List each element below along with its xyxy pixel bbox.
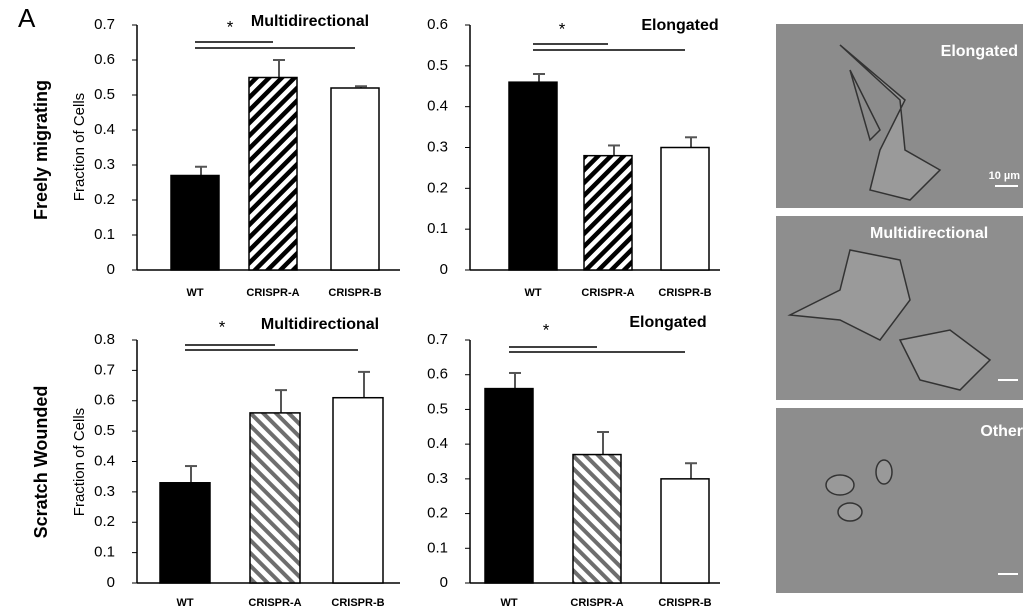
cell	[838, 503, 862, 521]
y-tick-label: 0.3	[427, 470, 448, 487]
y-tick-label: 0.6	[427, 366, 448, 383]
bar	[250, 413, 300, 583]
figure: A Freely migrating Scratch Wounded Elong…	[0, 0, 1023, 613]
bar	[485, 389, 533, 583]
y-tick-label: 0.5	[427, 57, 448, 74]
y-axis-label: Fraction of Cells	[71, 93, 88, 201]
bar	[249, 78, 297, 271]
row-label: Freely migrating	[31, 80, 51, 220]
x-tick-label: CRISPR-A	[570, 597, 623, 609]
significance: *	[219, 317, 226, 336]
y-tick-label: 0.2	[427, 179, 448, 196]
y-tick-label: 0	[107, 261, 115, 278]
bar	[333, 398, 383, 583]
y-tick-label: 0.2	[427, 505, 448, 522]
y-tick-label: 0.7	[94, 16, 115, 33]
y-axis-label: Fraction of Cells	[71, 408, 88, 516]
chart-title: Elongated	[641, 17, 718, 34]
chart-title: Multidirectional	[251, 13, 369, 30]
y-tick-label: 0.4	[427, 98, 448, 115]
y-tick-label: 0.1	[94, 544, 115, 561]
x-tick-label: CRISPR-B	[658, 287, 711, 299]
chart-title: Multidirectional	[261, 316, 379, 333]
y-tick-label: 0.7	[427, 331, 448, 348]
y-tick-label: 0.6	[427, 16, 448, 33]
x-tick-label: WT	[500, 597, 517, 609]
x-tick-label: WT	[524, 287, 541, 299]
y-tick-label: 0.1	[94, 226, 115, 243]
micrographs: Elongated 10 µm Multidirectional Other	[776, 24, 1023, 593]
bar	[171, 176, 219, 271]
y-tick-label: 0.1	[427, 220, 448, 237]
y-tick-label: 0.2	[94, 513, 115, 530]
bar	[331, 88, 379, 270]
bar	[509, 82, 557, 270]
y-tick-label: 0.3	[94, 156, 115, 173]
y-tick-label: 0.3	[94, 483, 115, 500]
bar	[160, 483, 210, 583]
bar	[584, 156, 632, 270]
cell	[876, 460, 892, 484]
x-tick-label: WT	[186, 287, 203, 299]
image-label: Other	[980, 423, 1023, 440]
x-tick-label: CRISPR-B	[331, 597, 384, 609]
bar	[661, 148, 709, 271]
y-tick-label: 0.2	[94, 191, 115, 208]
y-tick-label: 0.1	[427, 539, 448, 556]
y-tick-label: 0.4	[94, 452, 115, 469]
bar	[661, 479, 709, 583]
panel-label: A	[18, 3, 36, 33]
significance: *	[543, 320, 550, 339]
y-tick-label: 0.8	[94, 331, 115, 348]
image-label: Multidirectional	[870, 225, 988, 242]
y-tick-label: 0.5	[94, 422, 115, 439]
y-tick-label: 0	[107, 574, 115, 591]
x-tick-label: CRISPR-A	[581, 287, 634, 299]
y-tick-label: 0.7	[94, 361, 115, 378]
chart-title: Elongated	[629, 314, 706, 331]
cell	[826, 475, 854, 495]
y-tick-label: 0	[440, 261, 448, 278]
significance: *	[559, 19, 566, 38]
x-tick-label: CRISPR-B	[328, 287, 381, 299]
y-tick-label: 0	[440, 574, 448, 591]
y-tick-label: 0.4	[94, 121, 115, 138]
y-tick-label: 0.6	[94, 392, 115, 409]
image-label: Elongated	[941, 43, 1018, 60]
x-tick-label: CRISPR-A	[246, 287, 299, 299]
y-tick-label: 0.5	[94, 86, 115, 103]
row-label: Scratch Wounded	[31, 386, 51, 539]
y-tick-label: 0.4	[427, 435, 448, 452]
bar	[573, 455, 621, 583]
x-tick-label: CRISPR-B	[658, 597, 711, 609]
y-tick-label: 0.6	[94, 51, 115, 68]
y-tick-label: 0.3	[427, 138, 448, 155]
significance: *	[227, 17, 234, 36]
x-tick-label: WT	[176, 597, 193, 609]
x-tick-label: CRISPR-A	[248, 597, 301, 609]
y-tick-label: 0.5	[427, 400, 448, 417]
scale-label: 10 µm	[989, 170, 1021, 182]
